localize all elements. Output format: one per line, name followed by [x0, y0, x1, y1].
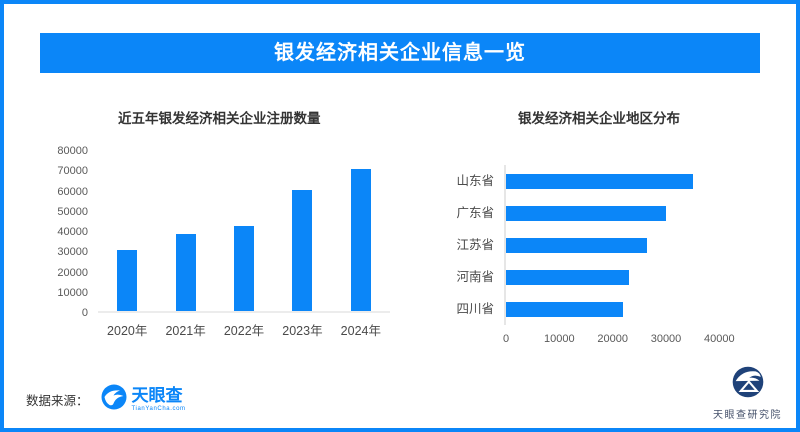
tianyancha-logo-texts: 天眼查 TianYanCha.com: [132, 387, 186, 412]
bar-江苏省: [506, 237, 648, 253]
bar-slot: [98, 250, 156, 311]
bar-河南省: [506, 269, 629, 285]
bar-广东省: [506, 205, 666, 221]
y-axis-tick-label: 40000: [57, 226, 88, 238]
regions-chart-panel: 银发经济相关企业地区分布 山东省广东省江苏省河南省四川省 0 10000 20000…: [448, 107, 754, 348]
bar-slot: [273, 189, 331, 311]
bar-row: [506, 293, 754, 325]
bar-2024年: [350, 169, 371, 311]
x-axis: 0 10000 20000 30000 40000: [502, 333, 754, 348]
x-axis-labels: 2020年 2021年 2022年 2023年 2024年: [98, 320, 390, 339]
x-category-label: 2021年: [165, 324, 206, 338]
regions-bar-chart: 山东省广东省江苏省河南省四川省 0 10000 20000 30000 40000: [448, 165, 754, 348]
x-category-label: 2020年: [107, 324, 148, 338]
x-axis-tick-label: 40000: [704, 333, 735, 345]
x-category-label: 2023年: [282, 324, 323, 338]
y-axis-tick-label: 50000: [57, 205, 88, 218]
y-axis-tick-label: 0: [81, 307, 88, 319]
y-category-label: 广东省: [456, 206, 494, 220]
y-axis-tick-label: 30000: [57, 246, 88, 259]
bar-row: [506, 197, 754, 229]
bar-row: [506, 165, 754, 197]
bar-2022年: [234, 225, 255, 311]
y-axis: 0 10000 20000 30000 40000 50000 60000 70000 8000…: [50, 145, 98, 319]
tianyancha-logo-url: TianYanCha.com: [131, 406, 186, 412]
institute-name: 天眼查研究院: [713, 410, 782, 421]
bar-row: [506, 261, 754, 293]
plot-area: 0 10000 20000 30000 40000: [502, 165, 754, 348]
y-category-label: 河南省: [456, 270, 494, 284]
y-axis-tick-label: 20000: [57, 266, 88, 279]
bars-area: [98, 151, 390, 313]
page-title: 银发经济相关企业信息一览: [274, 42, 526, 64]
bar-2021年: [175, 234, 196, 311]
registrations-chart-title: 近五年银发经济相关企业注册数量: [118, 111, 321, 126]
x-category-label: 2022年: [223, 324, 265, 338]
institute-logo-icon: [731, 366, 765, 403]
bar-slot: [332, 169, 390, 311]
regions-chart-title: 银发经济相关企业地区分布: [518, 111, 680, 126]
registrations-bar-chart: 0 10000 20000 30000 40000 50000 60000 70000 8000…: [50, 145, 390, 339]
bar-2023年: [292, 189, 313, 311]
charts-row: 近五年银发经济相关企业注册数量 0 10000 20000 30000 40000 500…: [4, 107, 796, 348]
header-banner: 银发经济相关企业信息一览: [40, 33, 760, 73]
registrations-chart-panel: 近五年银发经济相关企业注册数量 0 10000 20000 30000 40000 500…: [50, 107, 390, 348]
x-axis-tick-label: 30000: [650, 333, 682, 345]
tianyancha-logo-icon: [101, 384, 127, 415]
bar-山东省: [506, 173, 693, 189]
y-axis-tick-label: 80000: [57, 145, 88, 157]
y-axis-tick-label: 70000: [57, 165, 88, 178]
bar-2020年: [117, 250, 138, 311]
y-axis-tick-label: 10000: [57, 286, 88, 299]
bar-row: [506, 229, 754, 261]
x-category-label: 2024年: [340, 324, 381, 338]
bar-slot: [156, 234, 214, 311]
x-axis-tick-label: 20000: [597, 333, 628, 345]
y-category-label: 山东省: [456, 174, 494, 188]
institute-logo: 天眼查研究院: [713, 365, 782, 421]
bar-四川省: [506, 301, 624, 317]
y-axis-tick-label: 60000: [57, 185, 88, 198]
plot-area: 2020年 2021年 2022年 2023年 2024年: [98, 151, 390, 339]
bar-slot: [215, 225, 273, 311]
bars-area: [504, 165, 754, 325]
tianyancha-logo: 天眼查 TianYanCha.com: [101, 384, 186, 415]
x-axis-tick-label: 10000: [544, 333, 575, 345]
x-axis-tick-label: 0: [502, 333, 510, 345]
y-axis-labels: 山东省广东省江苏省河南省四川省: [448, 165, 504, 348]
data-source-label: 数据来源：: [26, 394, 89, 408]
y-category-label: 四川省: [456, 302, 494, 316]
tianyancha-logo-text: 天眼查: [131, 386, 183, 405]
data-source: 数据来源： 天眼查 TianYanCha.com: [26, 384, 186, 415]
y-category-label: 江苏省: [456, 238, 494, 252]
